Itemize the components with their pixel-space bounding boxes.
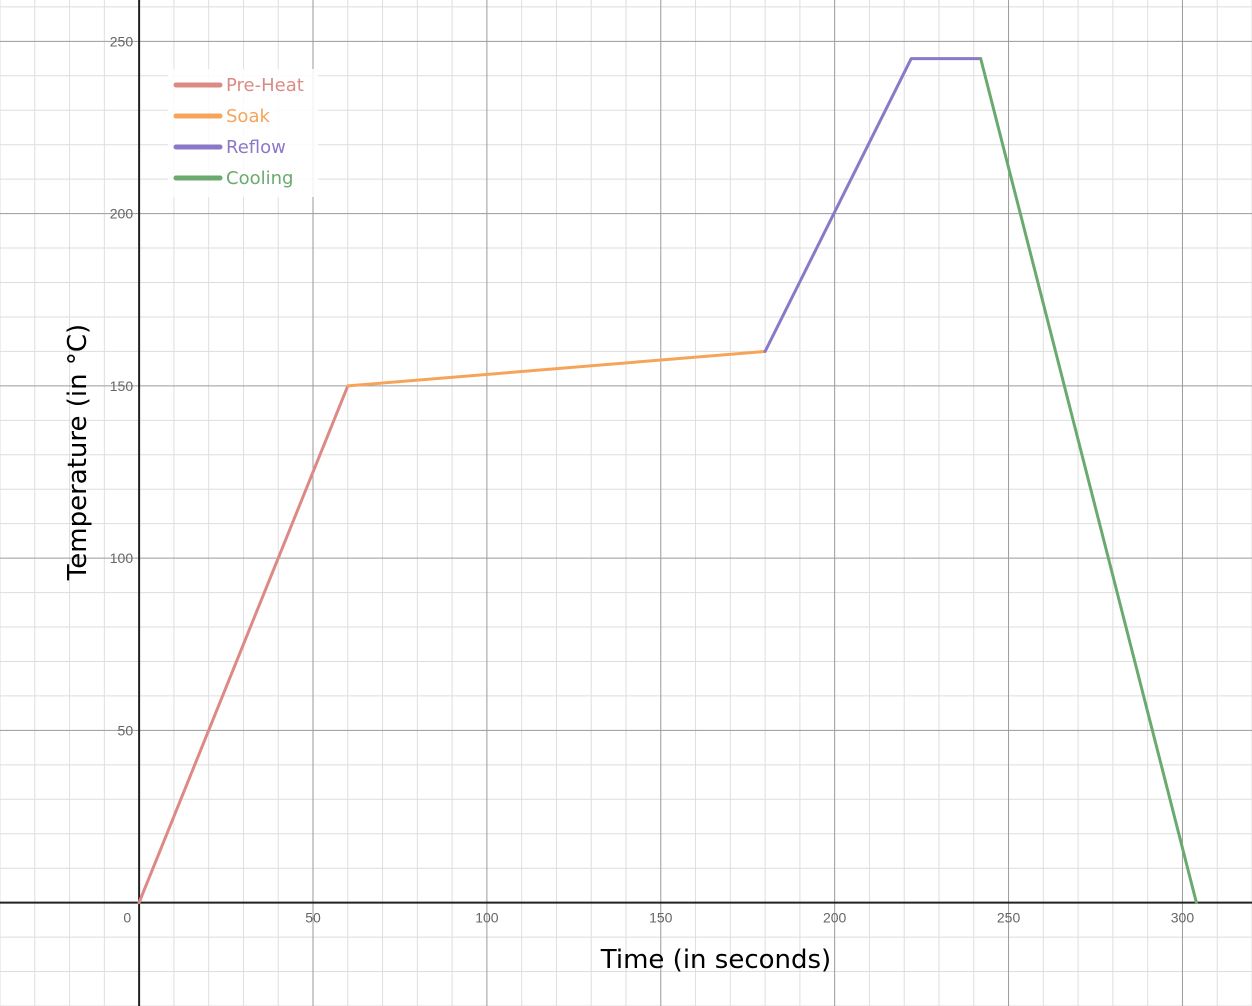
- tick-labels: 0 50 100 150 200 250 300 50 100 150 200 250: [110, 33, 1195, 925]
- y-tick-label: 50: [118, 722, 134, 738]
- y-tick-label: 250: [110, 33, 134, 49]
- x-tick-label: 0: [123, 910, 131, 926]
- x-tick-label: 50: [305, 910, 321, 926]
- y-tick-label: 100: [110, 550, 134, 566]
- y-tick-label: 200: [110, 206, 134, 222]
- x-tick-label: 300: [1171, 910, 1195, 926]
- y-axis-label: Temperature (in °C): [63, 324, 93, 581]
- series-line-pre-heat: [137, 384, 350, 905]
- legend-label-cooling: Cooling: [226, 168, 293, 189]
- y-tick-label: 150: [110, 378, 134, 394]
- legend-label-soak: Soak: [226, 106, 270, 127]
- series-line-cooling: [979, 57, 1198, 905]
- legend-label-pre-heat: Pre-Heat: [226, 75, 304, 96]
- x-axis-label: Time (in seconds): [600, 945, 831, 975]
- series-line-soak: [346, 349, 767, 388]
- series-lines: [137, 57, 1198, 905]
- x-tick-label: 250: [997, 910, 1021, 926]
- series-line-reflow: [763, 57, 983, 353]
- legend: Pre-Heat Soak Reflow Cooling: [168, 69, 318, 197]
- x-tick-label: 100: [475, 910, 499, 926]
- x-tick-label: 150: [649, 910, 673, 926]
- legend-label-reflow: Reflow: [226, 137, 286, 158]
- x-tick-label: 200: [823, 910, 847, 926]
